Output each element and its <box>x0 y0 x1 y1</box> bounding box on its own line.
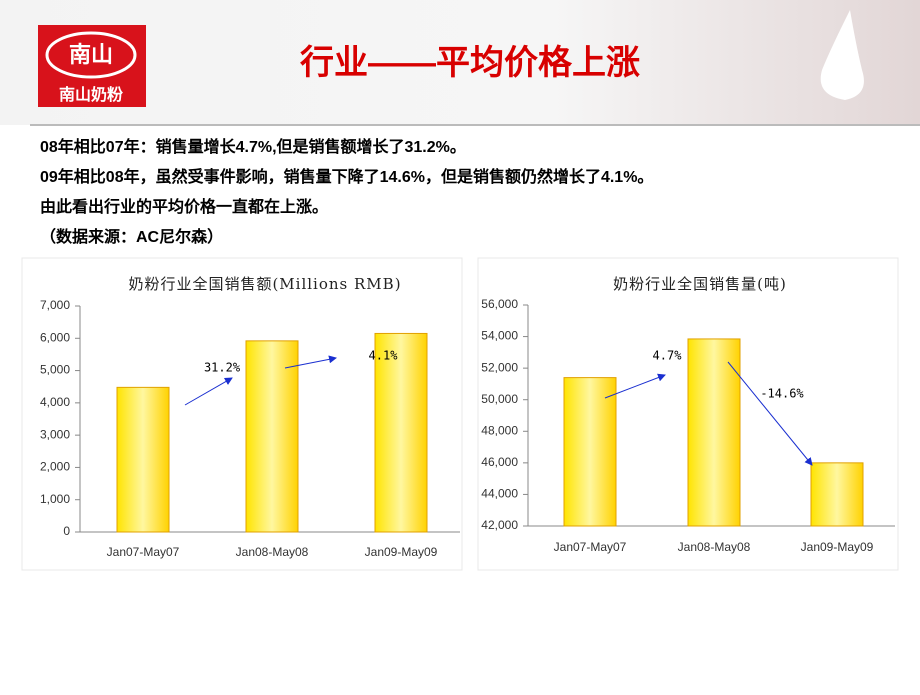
bar <box>245 340 299 533</box>
text-line: （数据来源：AC尼尔森） <box>40 227 223 246</box>
y-tick-label: 7,000 <box>40 298 70 312</box>
x-tick-label: Jan08-May08 <box>678 540 751 554</box>
y-tick-label: 44,000 <box>481 487 518 501</box>
y-tick-label: 42,000 <box>481 518 518 532</box>
y-tick-label: 56,000 <box>481 297 518 311</box>
y-tick-label: 1,000 <box>40 492 70 506</box>
arrow <box>284 355 337 369</box>
annotation: 4.1% <box>369 349 399 363</box>
arrow <box>727 361 813 466</box>
chart-title: 奶粉行业全国销售额(Millions RMB) <box>128 275 401 293</box>
y-tick-label: 0 <box>63 524 70 538</box>
y-tick-label: 2,000 <box>40 460 70 474</box>
y-tick-label: 6,000 <box>40 330 70 344</box>
x-tick-label: Jan09-May09 <box>365 545 438 559</box>
y-tick-label: 4,000 <box>40 395 70 409</box>
x-tick-label: Jan07-May07 <box>107 545 180 559</box>
bar <box>687 338 741 527</box>
annotation: -14.6% <box>760 387 804 401</box>
arrow <box>184 377 233 406</box>
logo-name: 南山 <box>69 42 113 67</box>
drop-icon <box>820 10 864 100</box>
logo-brand: 南山奶粉 <box>59 85 123 104</box>
y-tick-label: 48,000 <box>481 423 518 437</box>
logo-ring <box>45 31 137 79</box>
bar <box>810 462 864 527</box>
slide-title: 行业——平均价格上涨 <box>300 44 640 82</box>
arrow <box>604 373 666 399</box>
text-line: 由此看出行业的平均价格一直都在上涨。 <box>40 197 328 216</box>
bar <box>563 377 617 527</box>
annotation: 4.7% <box>653 349 683 363</box>
y-tick-label: 46,000 <box>481 455 518 469</box>
y-tick-label: 5,000 <box>40 363 70 377</box>
annotation: 31.2% <box>204 361 241 375</box>
y-tick-label: 54,000 <box>481 329 518 343</box>
y-tick-label: 52,000 <box>481 360 518 374</box>
bar <box>374 332 428 533</box>
x-tick-label: Jan09-May09 <box>801 540 874 554</box>
x-tick-label: Jan08-May08 <box>236 545 309 559</box>
bar <box>116 386 170 533</box>
y-tick-label: 50,000 <box>481 392 518 406</box>
chart-title: 奶粉行业全国销售量(吨) <box>613 275 787 293</box>
text-line: 08年相比07年：销售量增长4.7%,但是销售额增长了31.2%。 <box>40 137 466 156</box>
y-tick-label: 3,000 <box>40 427 70 441</box>
x-tick-label: Jan07-May07 <box>554 540 627 554</box>
text-line: 09年相比08年，虽然受事件影响，销售量下降了14.6%，但是销售额仍然增长了4… <box>40 167 653 186</box>
header-band <box>0 0 920 125</box>
